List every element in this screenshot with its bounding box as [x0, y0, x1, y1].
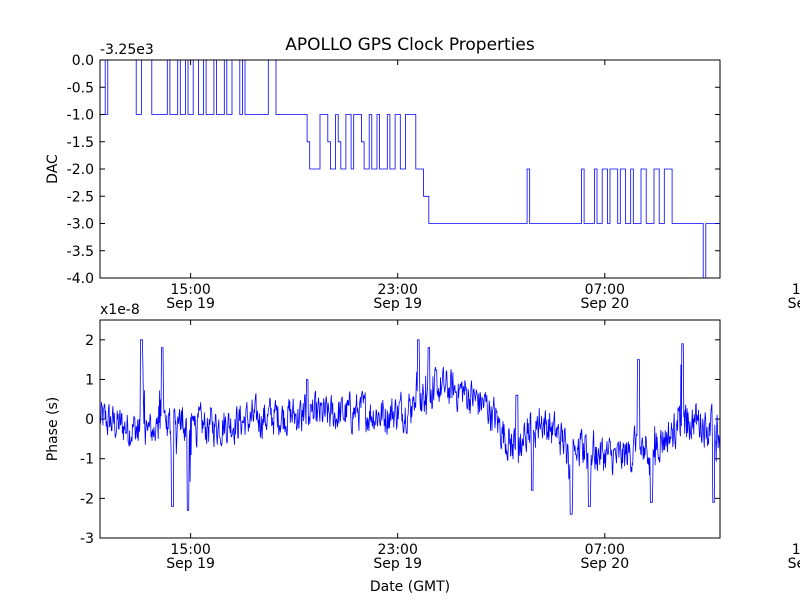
dac-x-tick-time: 15:00	[170, 282, 210, 298]
dac-offset-label: -3.25e3	[100, 42, 154, 58]
dac-y-tick-label: -1.5	[67, 135, 94, 151]
dac-y-tick-label: -3.5	[67, 244, 94, 260]
dac-panel: 0.0 -0.5 -1.0 -1.5 -2.0 -2.5 -3.0 -3.5 -4.0 15:00…	[45, 42, 800, 312]
phase-y-tick-label: -2	[80, 491, 94, 507]
phase-y-tick-label: 1	[85, 372, 94, 388]
phase-x-tick-time: 07:00	[585, 542, 625, 558]
phase-x-tick-date: Sep 19	[166, 556, 215, 572]
dac-x-tick-date: Sep 20	[788, 296, 800, 312]
chart-title: APOLLO GPS Clock Properties	[285, 35, 535, 55]
phase-x-tick-date: Sep 19	[373, 556, 422, 572]
dac-axes-frame	[99, 59, 721, 279]
phase-x-tick-date: Sep 20	[580, 556, 629, 572]
dac-series-line	[100, 60, 720, 278]
dac-x-tick-date: Sep 20	[580, 296, 629, 312]
dac-x-tick-time: 15:00	[792, 282, 800, 298]
dac-y-tick-label: -2.0	[67, 162, 94, 178]
dac-y-tick-label: 0.0	[72, 53, 94, 69]
dac-y-axis-label: DAC	[45, 154, 61, 184]
phase-y-tick-label: 0	[85, 412, 94, 428]
dac-x-tick-date: Sep 19	[166, 296, 215, 312]
phase-x-tick-time: 15:00	[792, 542, 800, 558]
phase-series-line	[100, 339, 720, 515]
phase-offset-label: x1e-8	[100, 302, 140, 318]
dac-y-tick-label: -2.5	[67, 189, 94, 205]
dac-x-tick-time: 07:00	[585, 282, 625, 298]
phase-y-tick-label: -3	[80, 531, 94, 547]
x-axis-label: Date (GMT)	[370, 579, 450, 595]
dac-y-tick-label: -3.0	[67, 217, 94, 233]
dac-y-tick-label: -1.0	[67, 108, 94, 124]
phase-y-tick-label: -1	[80, 452, 94, 468]
phase-x-tick-date: Sep 20	[788, 556, 800, 572]
phase-x-tick-time: 15:00	[170, 542, 210, 558]
dac-y-tick-label: -4.0	[67, 271, 94, 287]
phase-y-tick-label: 2	[85, 333, 94, 349]
dac-x-tick-time: 23:00	[378, 282, 418, 298]
phase-axes-frame	[99, 319, 721, 539]
phase-y-axis-label: Phase (s)	[45, 397, 61, 461]
phase-x-tick-time: 23:00	[378, 542, 418, 558]
dac-x-tick-date: Sep 19	[373, 296, 422, 312]
dac-y-tick-label: -0.5	[67, 80, 94, 96]
